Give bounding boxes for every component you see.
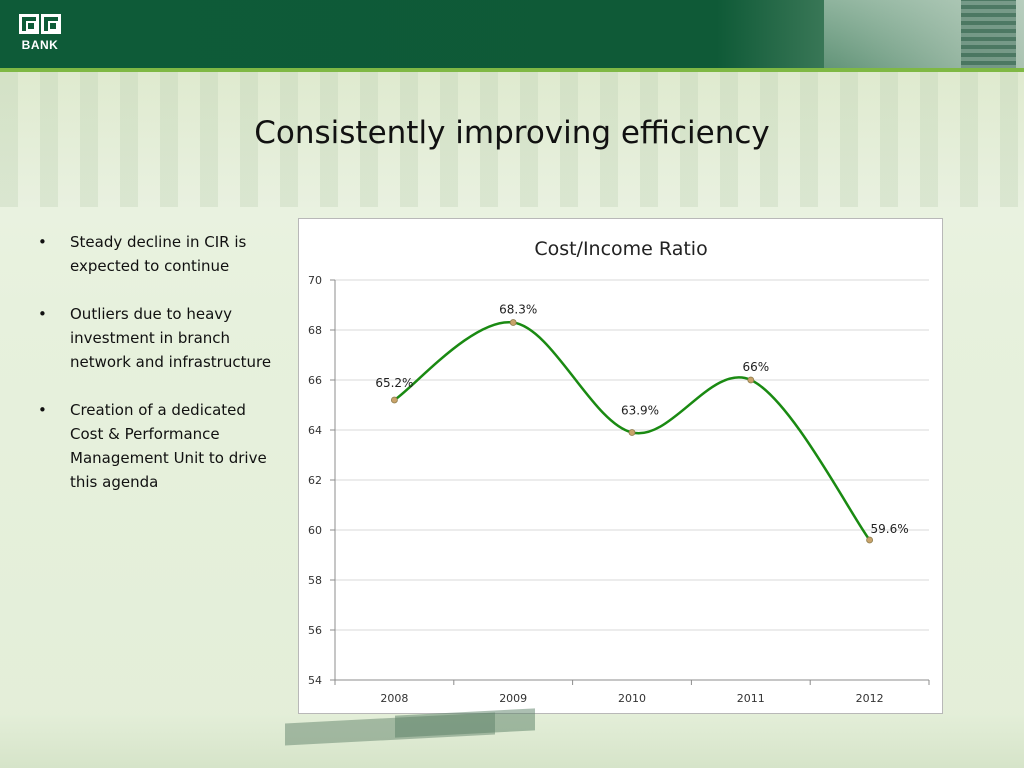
bullet-icon: • bbox=[38, 233, 47, 251]
cost-income-chart: Cost/Income Ratio 54 56 58 60 62 64 66 68 70 2008… bbox=[308, 238, 930, 705]
data-label: 63.9% bbox=[621, 404, 659, 418]
bullet-icon: • bbox=[38, 305, 47, 323]
y-tick-label: 56 bbox=[308, 624, 322, 637]
data-point bbox=[509, 319, 517, 326]
header-accent-line bbox=[0, 68, 1024, 72]
bullet-text: Outliers due to heavy investment in bran… bbox=[70, 305, 272, 371]
bullet-item: • Creation of a dedicated Cost & Perform… bbox=[38, 398, 278, 494]
y-tick-label: 68 bbox=[308, 324, 322, 337]
x-tick-label: 2010 bbox=[618, 692, 646, 705]
chart-title: Cost/Income Ratio bbox=[534, 238, 707, 260]
data-point bbox=[391, 396, 398, 404]
bank-logo: BANK bbox=[14, 14, 66, 56]
logo-text: BANK bbox=[21, 38, 59, 52]
bullet-text: Steady decline in CIR is expected to con… bbox=[70, 233, 247, 275]
bullet-text: Creation of a dedicated Cost & Performan… bbox=[70, 401, 267, 491]
x-tick-label: 2012 bbox=[856, 692, 884, 705]
data-label: 66% bbox=[742, 360, 769, 374]
y-tick-label: 60 bbox=[308, 524, 322, 537]
x-tick-label: 2011 bbox=[737, 692, 765, 705]
title-background-pattern bbox=[0, 72, 1024, 207]
data-label: 65.2% bbox=[375, 376, 413, 390]
y-tick-label: 66 bbox=[308, 374, 322, 387]
x-tick-label: 2008 bbox=[380, 692, 408, 705]
chart-container: Cost/Income Ratio 54 56 58 60 62 64 66 68 70 2008… bbox=[298, 218, 943, 714]
logo-mark-icon bbox=[14, 14, 66, 38]
bullet-icon: • bbox=[38, 401, 47, 419]
y-tick-label: 64 bbox=[308, 424, 322, 437]
data-label: 59.6% bbox=[871, 522, 909, 536]
bullet-item: • Outliers due to heavy investment in br… bbox=[38, 302, 278, 374]
data-label: 68.3% bbox=[499, 303, 537, 317]
y-tick-label: 62 bbox=[308, 474, 322, 487]
bullet-list: • Steady decline in CIR is expected to c… bbox=[38, 230, 278, 518]
y-tick-label: 70 bbox=[308, 274, 322, 287]
y-tick-label: 54 bbox=[308, 674, 322, 687]
data-point bbox=[628, 429, 636, 436]
data-point bbox=[747, 376, 755, 384]
slide-title: Consistently improving efficiency bbox=[254, 115, 770, 151]
y-tick-label: 58 bbox=[308, 574, 322, 587]
x-tick-label: 2009 bbox=[499, 692, 527, 705]
bullet-item: • Steady decline in CIR is expected to c… bbox=[38, 230, 278, 278]
data-point bbox=[866, 536, 873, 544]
